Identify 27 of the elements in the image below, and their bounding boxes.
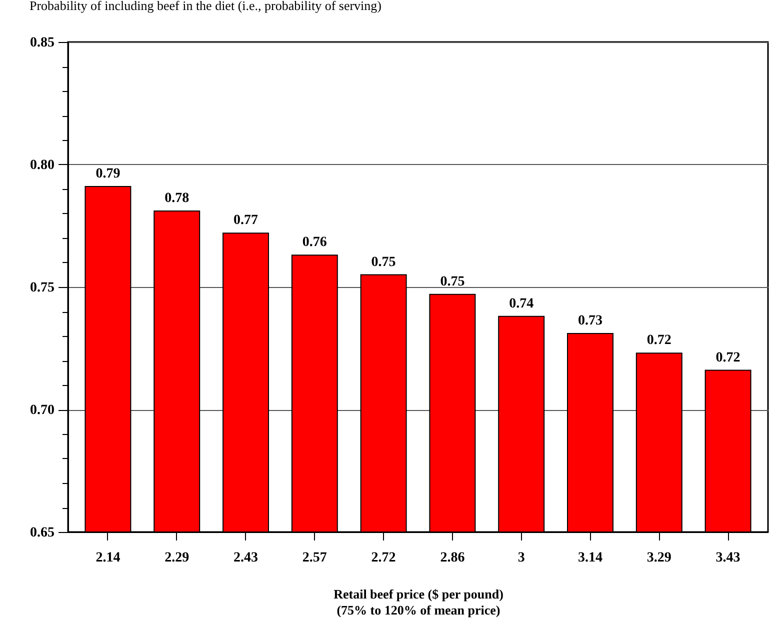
x-tick-label: 3.43 bbox=[716, 550, 740, 566]
x-tick-label: 2.29 bbox=[164, 550, 190, 566]
data-label: 0.72 bbox=[716, 350, 740, 366]
y-tick-label: 0.70 bbox=[30, 403, 54, 418]
y-tick-label: 0.65 bbox=[30, 526, 54, 540]
y-tick-label: 0.85 bbox=[30, 36, 54, 50]
x-tick-label: 3.14 bbox=[578, 550, 602, 566]
data-label: 0.79 bbox=[96, 166, 120, 182]
data-label: 0.77 bbox=[234, 213, 258, 228]
data-label: 0.75 bbox=[371, 254, 396, 270]
data-label: 0.75 bbox=[440, 274, 465, 290]
x-tick-label: 2.43 bbox=[234, 550, 258, 566]
x-tick-label: 3.29 bbox=[646, 550, 672, 566]
x-tick-label: 2.86 bbox=[440, 550, 465, 566]
chart-title: Probability of including beef in the diet (i.e., probability of serving) bbox=[30, 0, 382, 13]
x-tick-label: 2.14 bbox=[96, 550, 120, 566]
x-axis-title: Retail beef price ($ per pound) (75% to 120% of mean price) bbox=[334, 586, 504, 618]
data-label: 0.72 bbox=[646, 333, 672, 348]
data-label: 0.76 bbox=[302, 235, 327, 250]
data-label: 0.78 bbox=[164, 191, 190, 206]
y-tick-label: 0.75 bbox=[30, 280, 54, 296]
data-label: 0.74 bbox=[509, 296, 534, 312]
x-tick-label: 2.72 bbox=[371, 550, 396, 566]
y-tick-label: 0.80 bbox=[30, 158, 54, 173]
data-label: 0.73 bbox=[578, 314, 602, 329]
x-tick-label: 2.57 bbox=[302, 550, 327, 566]
x-tick-label: 3 bbox=[518, 550, 525, 566]
